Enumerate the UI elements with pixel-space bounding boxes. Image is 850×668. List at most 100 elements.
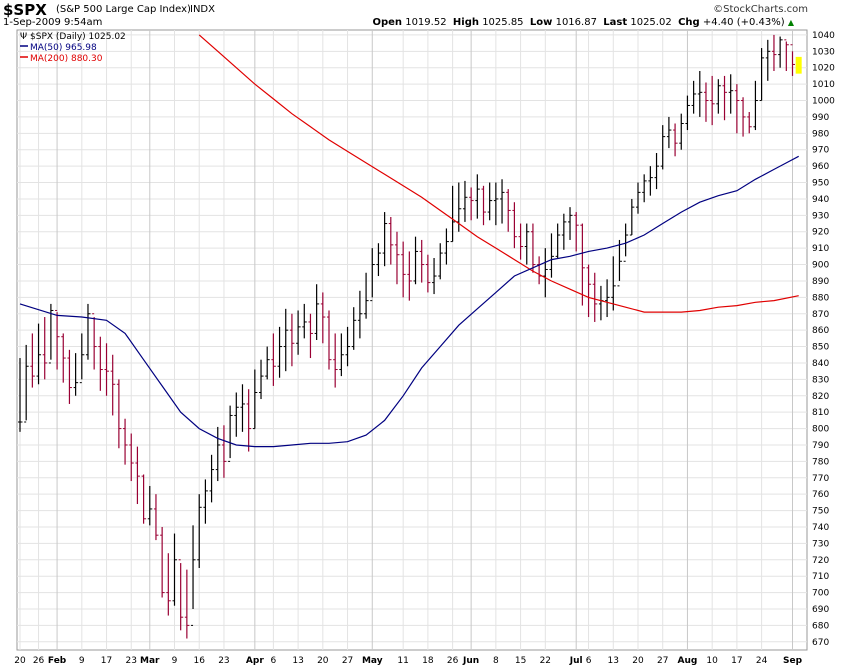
x-tick-label: 26	[447, 656, 459, 666]
price-bar	[407, 251, 412, 301]
y-tick-label: 1000	[812, 97, 835, 107]
price-bar	[642, 174, 647, 203]
price-bar	[123, 418, 128, 465]
legend-ma50: MA(50) 965.98	[30, 43, 97, 53]
price-bar	[376, 243, 381, 277]
price-bar	[759, 48, 765, 102]
price-bar	[654, 153, 660, 190]
price-bar	[673, 123, 678, 157]
last-price-marker	[795, 56, 802, 74]
y-tick-label: 960	[812, 162, 829, 172]
chg-label: Chg	[678, 17, 700, 28]
price-bar	[104, 343, 110, 396]
price-bar	[790, 44, 795, 76]
price-bar	[419, 239, 425, 283]
price-bar	[234, 392, 239, 437]
price-bar	[30, 333, 35, 388]
price-bar	[228, 405, 233, 462]
high-label: High	[452, 17, 479, 28]
x-tick-label: 13	[608, 656, 619, 666]
price-bar	[314, 284, 320, 340]
price-bar	[252, 369, 258, 430]
x-tick-label: 8	[493, 656, 499, 666]
y-tick-label: 980	[812, 129, 829, 139]
x-tick-label: Feb	[48, 656, 67, 666]
price-bar	[85, 303, 91, 360]
y-tick-label: 710	[812, 572, 829, 582]
price-bar	[487, 182, 493, 221]
price-bar	[413, 236, 419, 285]
y-tick-label: 810	[812, 408, 829, 418]
price-bar	[506, 189, 511, 232]
price-bar	[191, 525, 196, 626]
y-axis: 670 680 690 700 710 720 730 740 750 760 770 780 790 8…	[812, 31, 835, 648]
price-bar	[357, 290, 363, 339]
legend: Ψ $SPX (Daily) 1025.02 MA(50) 965.98 MA(…	[20, 32, 126, 64]
y-tick-label: 870	[812, 310, 829, 320]
price-bar	[302, 303, 307, 339]
legend-price-glyph: Ψ	[20, 32, 27, 42]
price-bar	[555, 223, 561, 258]
price-bar	[259, 359, 264, 400]
price-bar	[666, 116, 672, 149]
x-tick-label: Jul	[569, 656, 583, 666]
price-bar	[160, 526, 165, 598]
price-bar	[110, 354, 116, 416]
price-bar	[432, 257, 437, 295]
price-bar	[18, 358, 23, 432]
price-bar	[629, 198, 635, 236]
y-tick-label: 1040	[812, 31, 835, 41]
x-tick-label: 26	[33, 656, 45, 666]
y-tick-label: 700	[812, 589, 829, 599]
price-bar	[172, 533, 177, 606]
low-label: Low	[529, 17, 553, 28]
ma200-line	[198, 34, 799, 313]
price-bar	[611, 256, 616, 311]
price-bar	[364, 272, 369, 319]
x-tick-label: 9	[79, 656, 85, 666]
x-tick-label: 9	[172, 656, 178, 666]
brand-label[interactable]: ©StockCharts.com	[713, 4, 808, 15]
y-tick-label: 940	[812, 195, 829, 205]
price-bar	[401, 241, 406, 298]
price-bar	[778, 36, 783, 68]
price-bar	[580, 223, 585, 306]
x-tick-label: 23	[126, 656, 137, 666]
open-label: Open	[372, 17, 403, 28]
y-tick-label: 850	[812, 343, 829, 353]
y-tick-label: 1010	[812, 80, 835, 90]
price-bar	[703, 82, 709, 122]
ma50-line	[19, 155, 799, 448]
y-tick-label: 970	[812, 146, 829, 156]
price-bar	[345, 326, 351, 367]
price-bar	[42, 317, 48, 380]
price-bar	[685, 95, 690, 131]
x-tick-label: 20	[14, 656, 26, 666]
price-bar	[784, 39, 789, 72]
price-bar	[771, 34, 777, 72]
y-tick-label: 840	[812, 359, 829, 369]
price-bar	[530, 223, 536, 273]
price-bar	[240, 384, 245, 432]
chart-symbol-title: $SPX	[3, 1, 47, 19]
price-bar	[592, 272, 598, 322]
price-bar	[475, 174, 480, 219]
x-tick-label: 27	[342, 656, 353, 666]
last-value: 1025.02	[630, 17, 672, 28]
price-bar	[605, 279, 610, 318]
y-tick-label: 830	[812, 375, 829, 385]
price-bar	[277, 326, 283, 378]
y-tick-label: 990	[812, 113, 829, 123]
price-bar	[623, 223, 629, 262]
x-tick-label: 24	[756, 656, 768, 666]
quote-bar: Open 1019.52 High 1025.85 Low 1016.87 La…	[372, 17, 794, 28]
price-bar	[370, 248, 375, 302]
price-bar	[61, 333, 66, 383]
x-tick-label: 17	[101, 656, 112, 666]
y-tick-label: 690	[812, 605, 829, 615]
y-tick-label: 1030	[812, 47, 835, 57]
y-tick-label: 820	[812, 392, 829, 402]
price-bar	[753, 80, 758, 131]
y-tick-label: 890	[812, 277, 829, 287]
